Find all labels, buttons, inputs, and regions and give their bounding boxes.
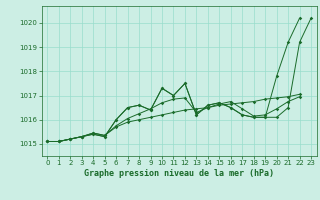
X-axis label: Graphe pression niveau de la mer (hPa): Graphe pression niveau de la mer (hPa) [84,169,274,178]
